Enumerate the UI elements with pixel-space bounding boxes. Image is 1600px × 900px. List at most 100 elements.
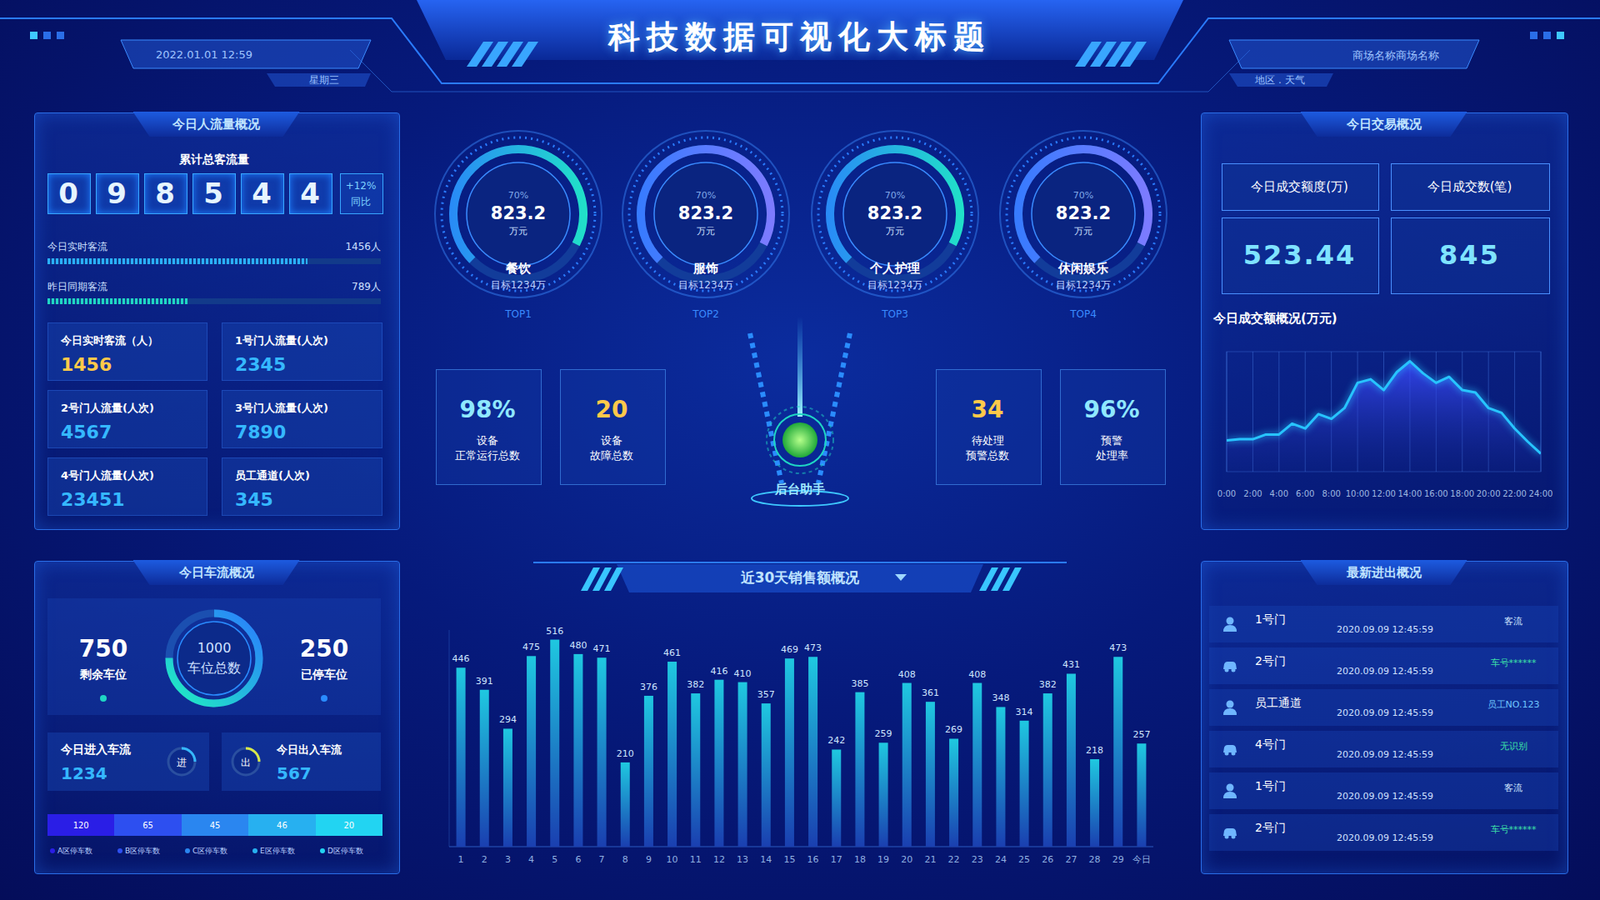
access-type: 客流 (1504, 781, 1523, 795)
access-gate: 2号门 (1255, 654, 1286, 670)
line-group (1226, 361, 1541, 473)
data-label: 382 (686, 679, 705, 690)
stat-label: 待处理 (971, 433, 1005, 449)
ring-track (169, 613, 260, 704)
data-label: 242 (827, 735, 845, 746)
datetime: 2022.01.01 12:59 (155, 48, 253, 61)
gauge-rank: TOP3 (881, 308, 909, 320)
x-tick-label: 24:00 (1529, 489, 1554, 499)
gauge: 70%823.2万元 (614, 122, 798, 306)
dot (320, 695, 328, 702)
line-chart: 0:002:004:006:008:0010:0012:0014:0016:00… (1200, 333, 1567, 509)
gauge-percent: 70% (695, 190, 716, 201)
data-label: 269 (945, 724, 963, 735)
gauge: 70%823.2万元 (991, 122, 1175, 306)
gauge-outer (622, 130, 790, 298)
gauge-value: 823.2 (678, 203, 734, 224)
cell-label: 员工通道(人次) (235, 468, 310, 484)
gauge-target: 目标1234万 (867, 278, 924, 293)
stat-label: 设备 (600, 433, 623, 449)
x-tick-label: 21 (924, 854, 936, 865)
yoy: +12% (345, 180, 377, 192)
ring-arc (169, 613, 260, 704)
bar (855, 692, 865, 847)
legend-dot (50, 848, 55, 854)
icon-wheel (1225, 668, 1230, 673)
bar (456, 667, 466, 847)
data-label: 471 (593, 643, 611, 655)
data-label: 314 (1015, 706, 1034, 718)
icon-body (1223, 625, 1237, 632)
gauge-percent: 70% (885, 190, 905, 201)
gauge-dash (818, 137, 972, 291)
x-tick-label: 23 (971, 854, 984, 865)
x-tick-label: 14 (760, 854, 772, 865)
icon-ring (168, 748, 195, 775)
stat-value: 34 (971, 395, 1005, 424)
data-label: 259 (875, 728, 893, 740)
x-tick-label: 15 (783, 854, 795, 865)
stat-label: 正常运行总数 (455, 448, 520, 464)
gauge: 70%823.2万元 (803, 122, 987, 306)
yoy-box (340, 173, 384, 215)
x-tick-label: 28 (1089, 854, 1101, 865)
access-gate: 4号门 (1255, 737, 1286, 753)
title-tab (616, 564, 984, 593)
x-tick-label: 29 (1112, 854, 1125, 865)
bar (1043, 693, 1053, 847)
panel-title: 今日人流量概况 (172, 116, 260, 133)
info-tab (120, 40, 371, 69)
bar (690, 693, 700, 847)
stripe (511, 41, 539, 67)
x-tick-label: 11 (690, 854, 702, 865)
bar (1090, 759, 1100, 847)
gauge-disc (466, 162, 570, 266)
icon-wheel (1225, 835, 1230, 840)
stripe (1120, 41, 1147, 67)
data-label: 408 (968, 669, 986, 680)
cell-value: 1456 (60, 354, 112, 375)
parked-label: 已停车位 (300, 667, 348, 683)
gauge-arc (614, 122, 799, 307)
stat-label: 预警 (1100, 433, 1123, 449)
panel-title: 今日车流概况 (179, 565, 255, 581)
access-gate: 2号门 (1255, 820, 1286, 836)
title: 科技数据可视化大标题 (608, 15, 992, 59)
access-time: 2020.09.09 12:45:59 (1336, 749, 1434, 760)
x-tick-label: 10 (666, 854, 679, 865)
trade-value: 523.44 (1243, 239, 1356, 271)
bar (949, 738, 959, 847)
weekday: 星期三 (309, 73, 340, 88)
bar (995, 706, 1005, 847)
legend-label: D区停车数 (327, 845, 364, 857)
access-type: 员工NO.123 (1487, 698, 1540, 711)
x-tick-label: 4 (528, 854, 535, 865)
icon-text: 进 (176, 756, 187, 769)
zone-value: 120 (73, 820, 90, 830)
access-icon (1221, 782, 1239, 800)
gauge-unit: 万元 (1074, 225, 1093, 237)
stat-value: 98% (459, 395, 515, 424)
stat-box (435, 369, 542, 485)
corner-square (30, 31, 38, 40)
x-tick-label: 6 (575, 854, 581, 865)
data-label: 218 (1085, 745, 1104, 756)
access-type: 车号****** (1490, 656, 1537, 670)
access-gate: 员工通道 (1255, 695, 1302, 711)
bar (597, 657, 607, 847)
total-label: 车位总数 (187, 660, 241, 676)
assistant-label: 后台助手 (775, 481, 825, 498)
icon-car (1223, 828, 1237, 836)
icon-wheel (1231, 668, 1236, 673)
data-label: 473 (804, 642, 822, 654)
bar (503, 728, 513, 847)
data-label: 382 (1039, 679, 1057, 690)
gauge-value: 823.2 (867, 203, 923, 224)
car-ring: 1000车位总数 (164, 608, 265, 709)
cell-label: 2号门人流量(人次) (60, 400, 155, 416)
gauge-arc (991, 122, 1176, 307)
beam (797, 316, 803, 417)
icon-car (1223, 745, 1237, 753)
access-gate: 1号门 (1255, 612, 1286, 628)
cell-value: 345 (235, 489, 274, 510)
